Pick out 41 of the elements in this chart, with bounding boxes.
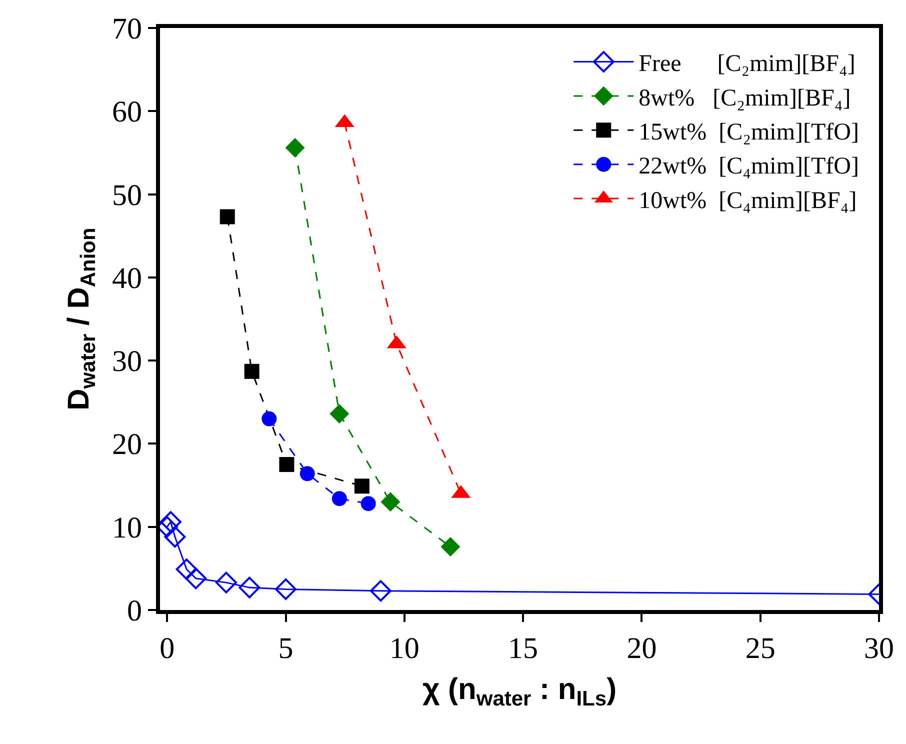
point (160, 511, 182, 533)
x-tick-label: 25 (745, 632, 776, 665)
y-tick-label: 10 (112, 511, 142, 544)
point (220, 209, 235, 224)
point (164, 526, 186, 548)
point (360, 496, 376, 512)
point (176, 558, 198, 580)
x-tick-label: 5 (278, 632, 294, 665)
legend-label: Free [C₂mim][BF₄] (638, 51, 856, 78)
point (354, 478, 370, 494)
point (370, 580, 392, 602)
y-tick-label: 40 (112, 262, 142, 295)
legend-label: 10wt% [C₄mim][BF₄] (638, 188, 857, 214)
legend-label: 22wt% [C₄mim][TfO] (638, 154, 859, 180)
point (238, 576, 260, 598)
x-tick-label: 30 (864, 632, 894, 665)
y-tick-label: 70 (112, 12, 142, 46)
point (332, 491, 347, 506)
point (300, 466, 315, 482)
point (244, 364, 260, 379)
point (275, 578, 297, 600)
legend-label: 8wt% [C₂mim][BF₄] (638, 85, 851, 112)
y-tick-label: 60 (112, 96, 142, 129)
point (285, 138, 305, 158)
y-tick-label: 20 (112, 428, 142, 462)
point (440, 537, 460, 557)
x-tick-label: 0 (160, 632, 175, 665)
x-tick-label: 20 (626, 632, 657, 665)
point (262, 411, 277, 426)
point (185, 568, 207, 590)
y-tick-label: 50 (112, 178, 142, 212)
y-tick-label: 30 (112, 345, 142, 378)
x-axis-title: χ (n$_{water}$ : n$_{ILs}$) (422, 673, 617, 710)
point (380, 492, 400, 512)
point (330, 404, 350, 424)
point (215, 572, 237, 594)
x-tick-label: 10 (389, 632, 420, 665)
point (279, 457, 294, 472)
legend-label: 15wt% [C₂mim][TfO] (638, 120, 859, 146)
y-tick-label: 0 (127, 594, 142, 628)
x-tick-label: 15 (508, 632, 538, 665)
